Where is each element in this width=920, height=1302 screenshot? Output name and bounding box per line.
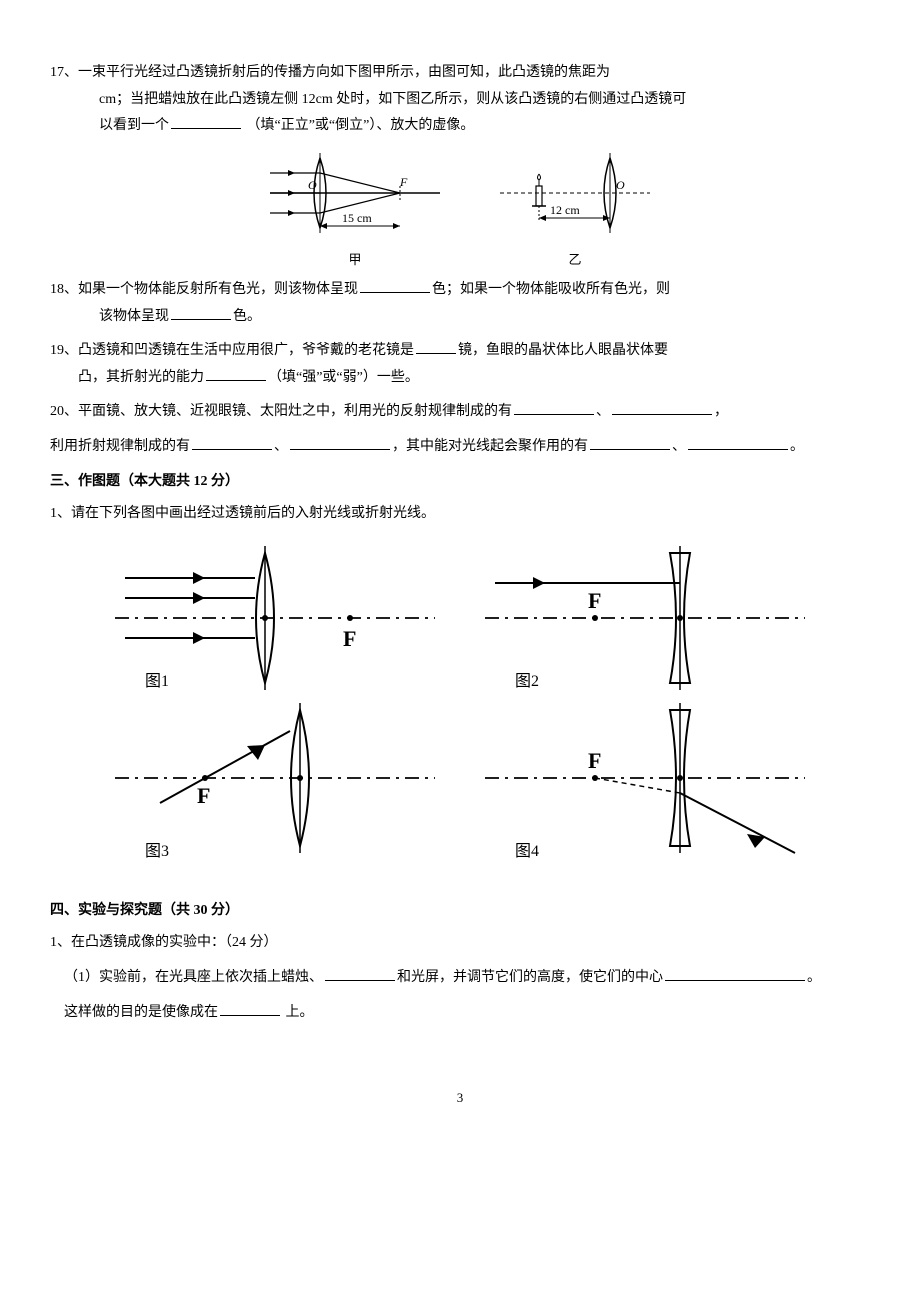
q18-l2: 该物体呈现 色。 (50, 304, 870, 331)
q20-c: ， (714, 404, 728, 419)
q18-b: 色；如果一个物体能吸收所有色光，则 (432, 282, 670, 297)
blank-q20-6 (688, 435, 788, 450)
blank-q20-2 (612, 400, 712, 415)
question-20-l2: 利用折射规律制成的有 、 ，其中能对光线起会聚作用的有 、 。 (50, 434, 870, 461)
q17-l2: cm；当把蜡烛放在此凸透镜左侧 12cm 处时，如下图乙所示，则从该凸透镜的右侧… (50, 87, 870, 114)
diagram-4: F 图4 (475, 698, 815, 868)
q18-c: 该物体呈现 (99, 309, 169, 324)
q17-text-l1: 一束平行光经过凸透镜折射后的传播方向如下图甲所示，由图可知，此凸透镜的焦距为 (78, 65, 610, 80)
cap-yi: 乙 (490, 248, 660, 273)
s4-q1-p1a: （1）实验前，在光具座上依次插上蜡烛、 (64, 970, 323, 985)
page-number: 3 (50, 1086, 870, 1111)
cap-jia: 甲 (260, 248, 450, 273)
s4-q1-p1b: 和光屏，并调节它们的高度，使它们的中心 (397, 970, 663, 985)
label-F-1: F (343, 626, 356, 651)
q19-a: 凸透镜和凹透镜在生活中应用很广，爷爷戴的老花镜是 (78, 343, 414, 358)
question-19: 19、凸透镜和凹透镜在生活中应用很广，爷爷戴的老花镜是 镜，鱼眼的晶状体比人眼晶状… (50, 338, 870, 391)
blank-s4-2 (665, 966, 805, 981)
cap-fig3: 图3 (145, 843, 169, 860)
blank-q17-orientation (171, 114, 241, 129)
cap-fig4: 图4 (515, 843, 539, 860)
blank-q20-4 (290, 435, 390, 450)
q20-b: 、 (596, 404, 610, 419)
diagram-2: F 图2 (475, 538, 815, 698)
s4-q1-p2: 这样做的目的是使像成在 上。 (50, 1000, 870, 1027)
q18-d: 色。 (233, 309, 261, 324)
q19-d: （填“强”或“弱”）一些。 (268, 370, 419, 385)
s4-q1-p2a: 这样做的目的是使像成在 (64, 1005, 218, 1020)
diagram-1: F 图1 (105, 538, 445, 698)
q20-d: 利用折射规律制成的有 (50, 439, 190, 454)
q20-num: 20、 (50, 404, 78, 419)
cap-fig1: 图1 (145, 673, 169, 690)
q19-b: 镜，鱼眼的晶状体比人眼晶状体要 (458, 343, 668, 358)
lens-diagrams: F 图1 F 图2 F 图3 (50, 538, 870, 868)
blank-q19-1 (416, 339, 456, 354)
q18-a: 如果一个物体能反射所有色光，则该物体呈现 (78, 282, 358, 297)
q19-c: 凸，其折射光的能力 (78, 370, 204, 385)
blank-q20-3 (192, 435, 272, 450)
q20-e: 、 (274, 439, 288, 454)
section3-q1: 1、请在下列各图中画出经过透镜前后的入射光线或折射光线。 (50, 501, 870, 528)
fig-yi: O 12 cm 乙 (490, 148, 660, 273)
fig-jia: O F 15 cm 甲 (260, 148, 450, 273)
s4-q1-head: 1、在凸透镜成像的实验中：（24 分） (50, 930, 870, 957)
q17-l3: 以看到一个 （填“正立”或“倒立”）、放大的虚像。 (50, 113, 870, 140)
label-O-yi: O (616, 178, 625, 192)
cap-fig2: 图2 (515, 673, 539, 690)
q17-num: 17、 (50, 65, 78, 80)
q17-text-l2: cm；当把蜡烛放在此凸透镜左侧 12cm 处时，如下图乙所示，则从该凸透镜的右侧… (99, 92, 686, 107)
section-3-title: 三、作图题（本大题共 12 分） (50, 469, 870, 496)
label-12cm: 12 cm (550, 203, 580, 217)
blank-q20-5 (590, 435, 670, 450)
fig-yi-svg: O 12 cm (490, 148, 660, 238)
blank-s4-1 (325, 966, 395, 981)
label-F-jia: F (399, 175, 408, 189)
q17-figures: O F 15 cm 甲 O 12 cm (50, 148, 870, 273)
s4-q1-p2b: 上。 (282, 1005, 314, 1020)
label-15cm: 15 cm (342, 211, 372, 225)
q17-text-l3a: 以看到一个 (99, 118, 169, 133)
question-17: 17、一束平行光经过凸透镜折射后的传播方向如下图甲所示，由图可知，此凸透镜的焦距… (50, 60, 870, 140)
label-O-jia: O (308, 178, 317, 192)
question-20: 20、平面镜、放大镜、近视眼镜、太阳灶之中，利用光的反射规律制成的有 、 ， (50, 399, 870, 426)
blank-s4-3 (220, 1001, 280, 1016)
section-4-title: 四、实验与探究题（共 30 分） (50, 898, 870, 925)
blank-q20-1 (514, 400, 594, 415)
q18-num: 18、 (50, 282, 78, 297)
q20-g: 、 (672, 439, 686, 454)
blank-q19-2 (206, 366, 266, 381)
question-18: 18、如果一个物体能反射所有色光，则该物体呈现 色；如果一个物体能吸收所有色光，则… (50, 277, 870, 330)
label-F-3: F (197, 783, 210, 808)
diagram-3: F 图3 (105, 698, 445, 868)
q17-text-l3b: （填“正立”或“倒立”）、放大的虚像。 (247, 118, 475, 133)
blank-q18-2 (171, 305, 231, 320)
q20-a: 平面镜、放大镜、近视眼镜、太阳灶之中，利用光的反射规律制成的有 (78, 404, 512, 419)
q19-num: 19、 (50, 343, 78, 358)
blank-q18-1 (360, 278, 430, 293)
q19-l2: 凸，其折射光的能力 （填“强”或“弱”）一些。 (50, 365, 870, 392)
s4-q1-p1c: 。 (807, 970, 821, 985)
label-F-4: F (588, 748, 601, 773)
q20-h: 。 (790, 439, 804, 454)
q20-f: ，其中能对光线起会聚作用的有 (392, 439, 588, 454)
fig-jia-svg: O F 15 cm (260, 148, 450, 238)
label-F-2: F (588, 588, 601, 613)
s4-q1-p1: （1）实验前，在光具座上依次插上蜡烛、 和光屏，并调节它们的高度，使它们的中心 。 (50, 965, 870, 992)
